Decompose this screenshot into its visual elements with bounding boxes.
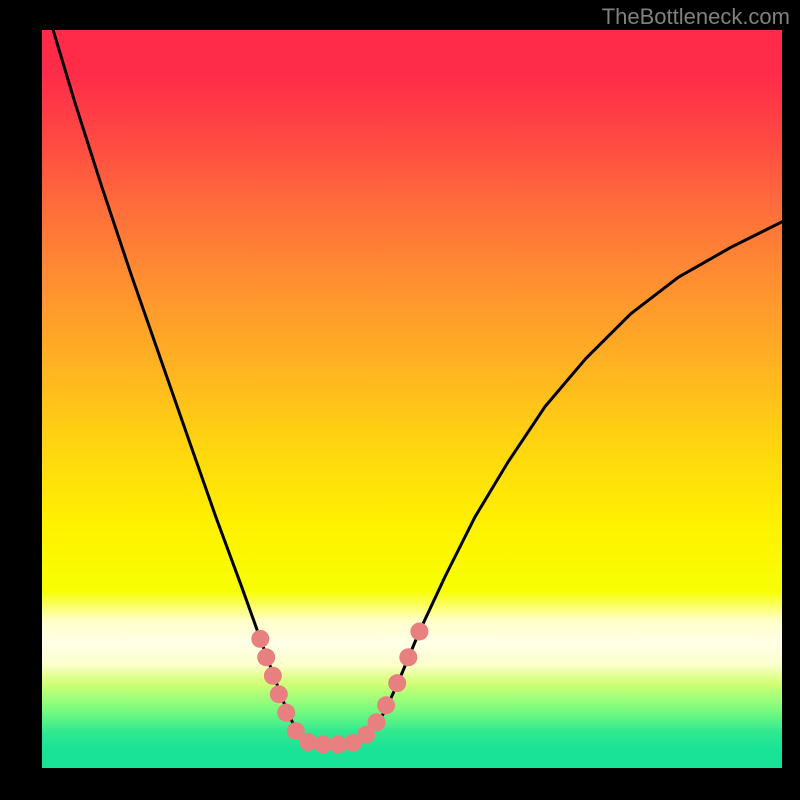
curve-marker bbox=[399, 648, 417, 666]
curve-marker bbox=[388, 674, 406, 692]
curve-marker bbox=[264, 667, 282, 685]
curve-markers bbox=[251, 622, 428, 753]
curve-marker bbox=[410, 622, 428, 640]
bottleneck-curve bbox=[42, 30, 782, 768]
curve-marker bbox=[367, 713, 385, 731]
watermark-text: TheBottleneck.com bbox=[602, 4, 790, 30]
curve-marker bbox=[257, 648, 275, 666]
curve-marker bbox=[377, 696, 395, 714]
chart-plot-area bbox=[42, 30, 782, 768]
curve-marker bbox=[277, 704, 295, 722]
curve-marker bbox=[251, 630, 269, 648]
curve-marker bbox=[270, 685, 288, 703]
